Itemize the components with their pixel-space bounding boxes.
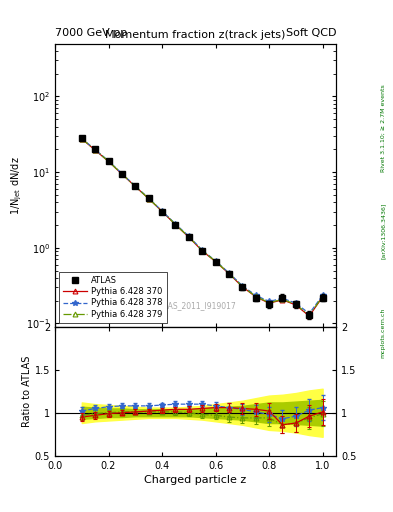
Text: ATLAS_2011_I919017: ATLAS_2011_I919017	[154, 301, 237, 310]
Text: mcplots.cern.ch: mcplots.cern.ch	[381, 308, 386, 358]
Y-axis label: Ratio to ATLAS: Ratio to ATLAS	[22, 356, 32, 427]
Text: Rivet 3.1.10; ≥ 2.7M events: Rivet 3.1.10; ≥ 2.7M events	[381, 84, 386, 172]
Text: [arXiv:1306.3436]: [arXiv:1306.3436]	[381, 202, 386, 259]
Title: Momentum fraction z(track jets): Momentum fraction z(track jets)	[105, 30, 286, 40]
Y-axis label: 1/N$_\mathrm{jet}$ dN/dz: 1/N$_\mathrm{jet}$ dN/dz	[9, 156, 24, 215]
Legend: ATLAS, Pythia 6.428 370, Pythia 6.428 378, Pythia 6.428 379: ATLAS, Pythia 6.428 370, Pythia 6.428 37…	[59, 272, 167, 323]
Text: Soft QCD: Soft QCD	[286, 28, 336, 38]
Text: 7000 GeV pp: 7000 GeV pp	[55, 28, 127, 38]
X-axis label: Charged particle z: Charged particle z	[144, 475, 247, 485]
